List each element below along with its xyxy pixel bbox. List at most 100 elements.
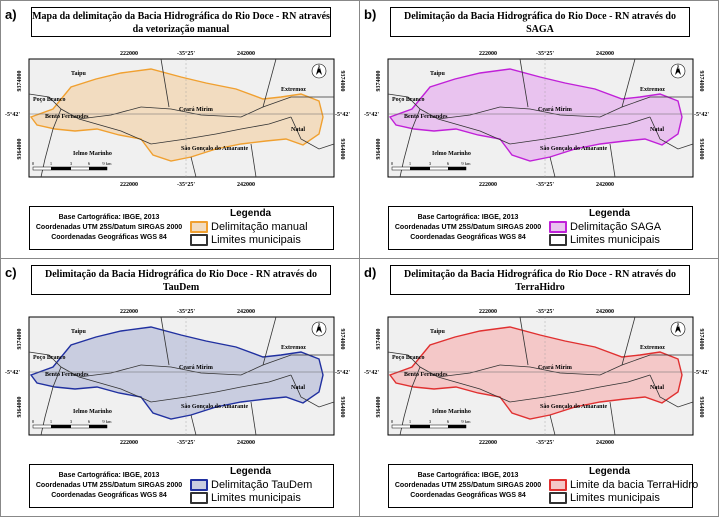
municipal-line [519, 316, 529, 366]
place-poco_branco: Poço Branco [33, 355, 66, 361]
panel-label: c) [5, 265, 17, 280]
north-label: N [677, 65, 680, 70]
x-tick-top: 222000 [479, 309, 497, 315]
lat-label-left: -5°42' [364, 111, 379, 118]
municipal-line [190, 156, 197, 178]
municipal-line [250, 401, 257, 436]
municipal-line [499, 354, 693, 376]
municipal-line [621, 316, 636, 366]
legend-municipal-row: Limites municipais [549, 492, 660, 505]
basin-swatch [549, 221, 567, 234]
municipal-line [290, 116, 335, 150]
panel-title: Mapa da delimitação da Bacia Hidrográfic… [31, 7, 331, 37]
place-poco_branco: Poço Branco [392, 355, 425, 361]
place-natal: Natal [291, 385, 305, 391]
base-line-1: Base Cartográfica: IBGE, 2013 [58, 214, 160, 221]
place-ielmo: Ielmo Marinho [73, 409, 112, 415]
municipal-line [78, 118, 217, 145]
municipal-line [215, 374, 292, 393]
scale-bar-segment [51, 167, 71, 170]
x-tick-bottom: 242000 [237, 182, 255, 188]
base-line-3: Coordenadas Geográficas WGS 84 [410, 492, 526, 499]
base-line-3: Coordenadas Geográficas WGS 84 [410, 234, 526, 241]
scale-label: 9 km [461, 161, 471, 166]
place-ceara: Ceará Mirim [179, 365, 213, 371]
north-arrow-needle [316, 64, 322, 75]
place-extremoz: Extremoz [640, 345, 665, 351]
scale-label: 3 [70, 419, 73, 424]
scale-label: 6 [88, 419, 91, 424]
x-tick-bottom: 222000 [120, 440, 138, 446]
x-tick-bottom: -35°25' [177, 181, 195, 188]
x-tick-top: 222000 [120, 309, 138, 315]
panel-label: b) [364, 7, 377, 22]
panel-title: Delimitação da Bacia Hidrográfica do Rio… [390, 7, 690, 37]
panel-title: Delimitação da Bacia Hidrográfica do Rio… [390, 265, 690, 295]
north-arrow-needle [675, 322, 681, 333]
legend-box: Base Cartográfica: IBGE, 2013 Coordenada… [388, 464, 698, 508]
base-line-1: Base Cartográfica: IBGE, 2013 [417, 214, 519, 221]
place-extremoz: Extremoz [281, 345, 306, 351]
legend-municipal-label: Limites municipais [211, 234, 301, 246]
x-tick-top: 222000 [120, 51, 138, 57]
place-sao_goncalo: São Gonçalo do Amarante [181, 404, 249, 410]
scale-bar-segment [51, 425, 71, 428]
place-taipu: Taipu [430, 71, 445, 77]
legend-basin-row: Delimitação TauDem [190, 479, 312, 492]
municipal-line [499, 96, 693, 118]
legend-municipal-row: Limites municipais [190, 234, 301, 247]
lat-label-right: -5°42' [335, 369, 350, 376]
legend-basin-label: Limite da bacia TerraHidro [570, 479, 699, 491]
north-label: N [318, 323, 321, 328]
scale-bar-segment [410, 167, 430, 170]
basin-polygon [29, 326, 324, 420]
scale-label: 1 [50, 161, 52, 166]
place-sao_goncalo: São Gonçalo do Amarante [181, 146, 249, 152]
lat-label-right: -5°42' [694, 369, 709, 376]
legend-municipal-label: Limites municipais [570, 492, 660, 504]
base-line-3: Coordenadas Geográficas WGS 84 [51, 234, 167, 241]
place-ceara: Ceará Mirim [538, 365, 572, 371]
x-tick-top: 242000 [596, 309, 614, 315]
x-tick-bottom: 222000 [479, 440, 497, 446]
municipal-line [437, 376, 576, 403]
legend-base-text: Base Cartográfica: IBGE, 2013 Coordenada… [34, 213, 184, 243]
base-line-1: Base Cartográfica: IBGE, 2013 [58, 472, 160, 479]
y-tick-bottom: 9364000 [376, 397, 382, 418]
lat-label-left: -5°42' [5, 111, 20, 118]
base-line-3: Coordenadas Geográficas WGS 84 [51, 492, 167, 499]
scale-label: 3 [429, 419, 432, 424]
legend-municipal-label: Limites municipais [570, 234, 660, 246]
y-tick-bottom: 9364000 [17, 139, 23, 160]
place-bento: Bento Fernandes [404, 372, 448, 378]
north-arrow-needle [675, 64, 681, 75]
north-label: N [318, 65, 321, 70]
x-tick-bottom: -35°25' [536, 181, 554, 188]
place-ceara: Ceará Mirim [179, 107, 213, 113]
legend-basin-row: Limite da bacia TerraHidro [549, 479, 699, 492]
x-tick-top: -35°25' [536, 308, 554, 315]
municipal-line [262, 58, 277, 108]
place-extremoz: Extremoz [281, 87, 306, 93]
base-line-1: Base Cartográfica: IBGE, 2013 [417, 472, 519, 479]
place-bento: Bento Fernandes [404, 114, 448, 120]
scale-label: 9 km [102, 419, 112, 424]
legend-title: Legenda [589, 208, 631, 219]
scale-label: 0 [391, 419, 394, 424]
municipal-line [519, 58, 529, 108]
y-tick-right-top: 9374000 [698, 329, 704, 350]
municipal-line [609, 143, 616, 178]
place-taipu: Taipu [430, 329, 445, 335]
legend-municipal-row: Limites municipais [190, 492, 301, 505]
legend-basin-row: Delimitação manual [190, 221, 308, 234]
place-extremoz: Extremoz [640, 87, 665, 93]
scale-label: 1 [409, 419, 411, 424]
panel-label: a) [5, 7, 17, 22]
panel-title: Delimitação da Bacia Hidrográfica do Rio… [31, 265, 331, 295]
municipal-line [140, 96, 334, 118]
north-arrow-needle [316, 322, 322, 333]
y-tick-right-top: 9374000 [339, 329, 345, 350]
basin-polygon [29, 68, 324, 162]
scale-label: 6 [447, 419, 450, 424]
legend-box: Base Cartográfica: IBGE, 2013 Coordenada… [29, 206, 334, 250]
